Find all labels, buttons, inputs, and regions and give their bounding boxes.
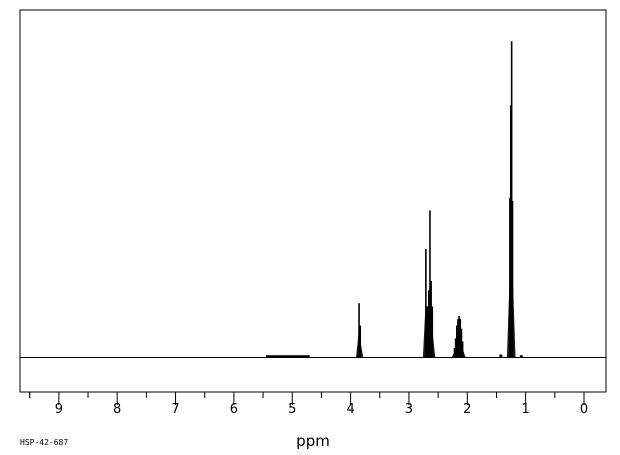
peak-group [506, 41, 516, 358]
tick-label: 7 [171, 402, 179, 417]
plot-frame [19, 9, 607, 393]
noise-segment [519, 355, 523, 358]
tick-label: 6 [230, 402, 238, 417]
tick-label: 8 [113, 402, 121, 417]
x-axis-title: ppm [296, 432, 330, 450]
peak-group [451, 315, 466, 358]
spectrum-peaks [356, 41, 516, 358]
x-axis-tick-labels: 9 8 7 6 5 4 3 2 1 0 [55, 402, 588, 417]
tick-label: 5 [288, 402, 296, 417]
peak-group [422, 210, 436, 358]
tick-label: 2 [463, 402, 471, 417]
tick-label: 1 [522, 402, 530, 417]
tick-label: 4 [346, 402, 354, 417]
tick-label: 9 [55, 402, 63, 417]
noise-segment [499, 354, 503, 358]
x-axis-ticks [29, 392, 585, 405]
peak-group [356, 303, 364, 358]
baseline-noise [265, 354, 523, 358]
tick-label: 3 [405, 402, 413, 417]
tick-label: 0 [580, 402, 588, 417]
spectrum-id-label: HSP-42-687 [20, 438, 68, 447]
noise-segment [265, 355, 310, 358]
